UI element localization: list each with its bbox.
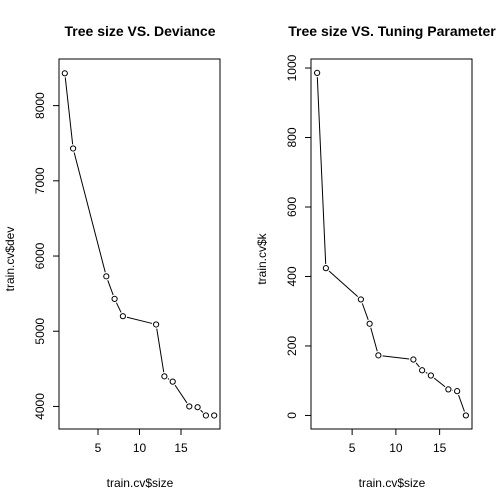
x-tick-label: 15	[433, 441, 447, 455]
y-tick-label: 4000	[33, 393, 47, 420]
x-tick-label: 10	[133, 441, 147, 455]
data-point	[366, 320, 373, 327]
data-point	[202, 412, 209, 419]
x-tick-label: 5	[349, 441, 356, 455]
panel-2-y-ticks: 0 200 400 600 800 1000	[285, 54, 311, 419]
data-point	[427, 372, 434, 379]
x-tick-label: 10	[389, 441, 403, 455]
data-point	[103, 273, 110, 280]
data-point	[322, 265, 329, 272]
y-tick-label: 7000	[33, 167, 47, 194]
data-point	[169, 378, 176, 385]
panel-2-y-axis-label: train.cv$k	[255, 232, 269, 284]
panel-2-title: Tree size VS. Tuning Parameter	[288, 23, 496, 39]
panel-1-x-axis-label: train.cv$size	[107, 476, 174, 490]
panel-1-title: Tree size VS. Deviance	[65, 23, 216, 39]
y-tick-label: 200	[285, 336, 299, 356]
data-point	[111, 295, 118, 302]
data-point	[61, 70, 68, 77]
panel-1-y-ticks: 4000 5000 6000 7000 8000	[33, 92, 59, 420]
panel-2-series-line	[316, 77, 465, 412]
panel-1-plot-frame	[58, 58, 221, 430]
y-tick-label: 400	[285, 266, 299, 286]
y-tick-label: 8000	[33, 92, 47, 119]
data-point	[375, 352, 382, 359]
panel-2-plot-frame	[310, 58, 473, 430]
panel-1-y-axis-label: train.cv$dev	[3, 227, 17, 292]
data-point	[194, 404, 201, 411]
panel-1-points	[61, 70, 218, 419]
data-point	[454, 388, 461, 395]
panel-1-series-line	[64, 77, 204, 413]
y-tick-label: 0	[285, 412, 299, 419]
panel-1-x-ticks: 5 10 15	[95, 429, 188, 455]
data-point	[357, 296, 364, 303]
data-point	[152, 321, 160, 328]
panel-2-x-axis-label: train.cv$size	[359, 476, 426, 490]
y-tick-label: 6000	[33, 242, 47, 269]
data-point	[186, 403, 193, 410]
panel-2-x-ticks: 5 10 15	[349, 429, 447, 455]
panel-tuning: Tree size VS. Tuning Parameter train.cv$…	[255, 23, 496, 490]
data-point	[410, 356, 417, 363]
data-point	[419, 367, 426, 374]
data-point	[462, 412, 469, 419]
y-tick-label: 800	[285, 127, 299, 147]
panel-2-points	[314, 69, 469, 419]
data-point	[70, 145, 77, 152]
x-tick-label: 5	[95, 441, 102, 455]
data-point	[445, 386, 452, 393]
data-point	[161, 373, 168, 380]
data-point	[314, 69, 321, 76]
data-point	[119, 313, 127, 320]
y-tick-label: 600	[285, 197, 299, 217]
panel-deviance: Tree size VS. Deviance train.cv$size tra…	[3, 23, 221, 490]
y-tick-label: 5000	[33, 318, 47, 345]
data-point	[211, 412, 218, 419]
x-tick-label: 15	[174, 441, 188, 455]
y-tick-label: 1000	[285, 54, 299, 81]
